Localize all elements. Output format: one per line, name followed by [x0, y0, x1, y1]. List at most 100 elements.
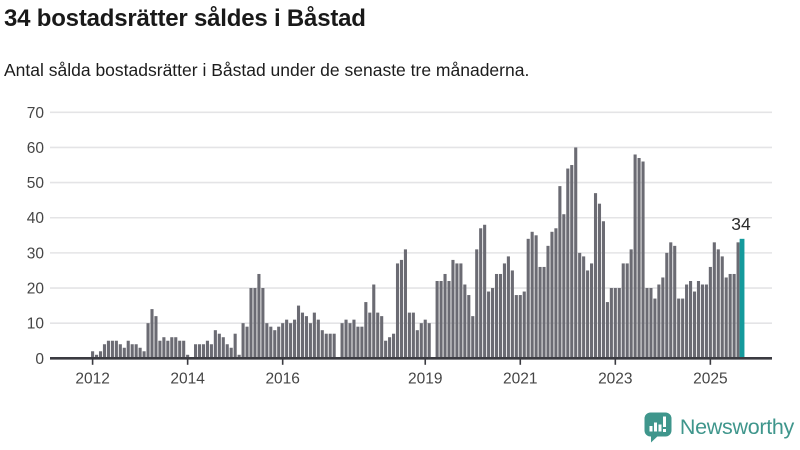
bar: [102, 344, 107, 359]
bar: [712, 242, 716, 359]
bar: [483, 224, 487, 359]
bar: [245, 326, 249, 359]
bar: [661, 277, 665, 359]
bar: [562, 214, 566, 359]
bar: [625, 263, 629, 359]
bar: [617, 288, 621, 359]
y-axis-tick-label: 50: [27, 175, 45, 192]
bar: [368, 312, 372, 359]
bar: [732, 273, 736, 359]
bar: [392, 333, 396, 359]
bar: [122, 347, 126, 359]
bar: [300, 312, 305, 359]
bar: [261, 288, 265, 359]
bar: [265, 323, 269, 359]
x-axis-tick-label: 2016: [265, 370, 299, 387]
bar: [296, 305, 301, 359]
bar: [463, 284, 467, 359]
bar: [388, 337, 392, 359]
bar: [225, 344, 229, 359]
bar: [194, 344, 198, 359]
bar: [593, 193, 598, 359]
y-axis-tick-label: 40: [27, 210, 45, 227]
bar: [518, 295, 522, 359]
bar: [95, 354, 99, 359]
bar: [689, 280, 693, 359]
bar: [558, 186, 562, 359]
bar: [704, 284, 708, 359]
bar: [510, 270, 514, 359]
bar: [708, 266, 712, 359]
bar: [546, 245, 550, 359]
bar: [249, 288, 253, 359]
bar: [344, 319, 348, 359]
bar: [356, 326, 360, 359]
bar: [372, 284, 376, 359]
bar: [352, 319, 356, 359]
bar: [415, 330, 419, 359]
bar: [590, 263, 594, 359]
bar: [657, 284, 661, 359]
x-axis-tick-label: 2025: [693, 370, 727, 387]
bar: [201, 344, 206, 359]
bar: [384, 340, 388, 359]
bar: [364, 302, 368, 359]
bar: [186, 354, 190, 359]
bar: [605, 302, 609, 359]
bar: [281, 323, 285, 359]
bar: [427, 323, 431, 359]
bar: [399, 259, 404, 359]
bar: [411, 312, 415, 359]
bar: [118, 344, 122, 359]
bar: [582, 256, 586, 359]
x-axis-tick-label: 2014: [170, 370, 205, 387]
bar: [530, 231, 534, 359]
bar: [601, 221, 605, 359]
bar: [154, 316, 158, 359]
bar: [134, 344, 138, 359]
bar: [197, 344, 202, 359]
bar: [455, 263, 459, 359]
bar: [304, 316, 308, 359]
bar: [728, 273, 732, 359]
bar: [609, 288, 613, 359]
bar: [526, 238, 530, 359]
bar: [170, 337, 174, 359]
x-axis-tick-label: 2012: [75, 370, 109, 387]
x-axis-tick-label: 2023: [598, 370, 632, 387]
sales-bar-chart: 0 10 20 30 40 50 60 70 2012 2014 2016 2019 2021 2023 2…: [27, 105, 772, 387]
bar: [229, 347, 233, 359]
bar: [597, 203, 602, 359]
y-axis-tick-label: 70: [27, 105, 45, 122]
bar: [677, 298, 681, 359]
bar: [126, 340, 130, 359]
bar: [451, 259, 455, 359]
bar: [641, 161, 645, 359]
bar: [534, 235, 538, 359]
bar: [237, 354, 241, 359]
bar: [700, 284, 704, 359]
bar: [285, 319, 289, 359]
bar: [162, 337, 166, 359]
bar: [178, 340, 182, 359]
bar: [174, 337, 178, 359]
bar: [459, 263, 463, 359]
bar: [209, 344, 213, 359]
bar: [514, 295, 518, 359]
bar: [439, 280, 443, 359]
bar: [308, 323, 312, 359]
bar: [106, 340, 110, 359]
y-axis-tick-label: 10: [27, 316, 45, 333]
bar: [158, 340, 162, 359]
bar: [716, 249, 720, 359]
brand-name: Newsworthy: [679, 415, 794, 439]
bar: [720, 256, 724, 359]
bar: [586, 270, 590, 359]
bar: [696, 280, 701, 359]
bar: [633, 154, 637, 359]
bar: [114, 340, 118, 359]
bar: [475, 249, 479, 359]
bar: [316, 319, 320, 359]
bar: [649, 288, 653, 359]
